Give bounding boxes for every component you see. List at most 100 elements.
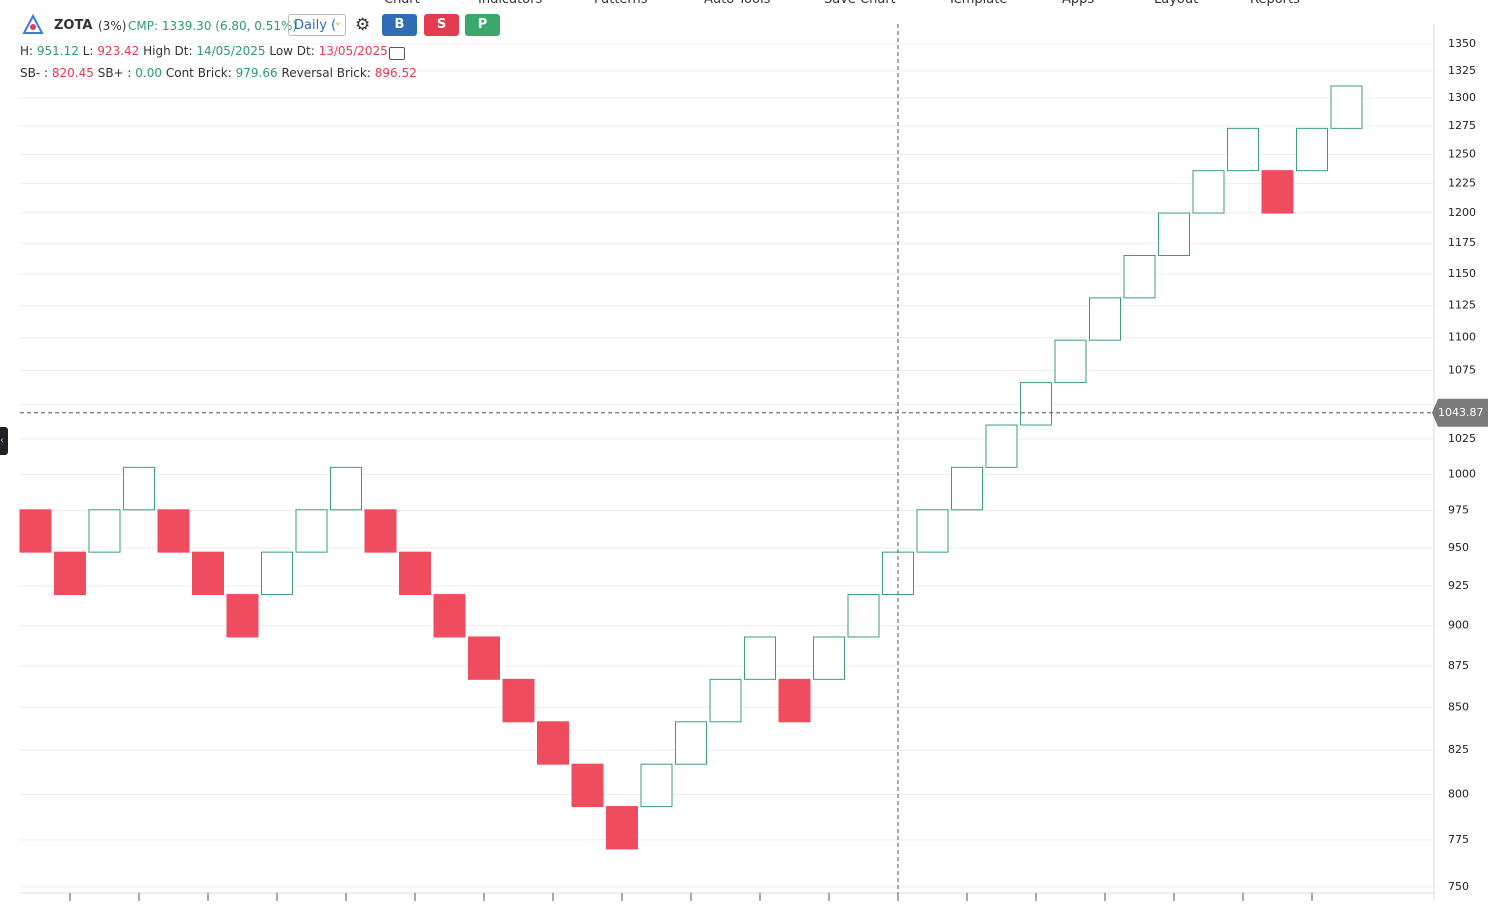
menu-item[interactable]: Apps: [1062, 0, 1094, 7]
y-tick-label: 925: [1448, 579, 1469, 592]
label: Cont Brick:: [165, 66, 232, 80]
y-tick-label: 1225: [1448, 176, 1476, 189]
sell-button[interactable]: S: [424, 14, 459, 36]
up-brick: [675, 721, 707, 765]
interval-text: Daily (: [294, 18, 337, 33]
value: 0.00: [135, 66, 163, 80]
y-tick-label: 975: [1448, 504, 1469, 517]
y-tick-label: 1075: [1448, 364, 1476, 377]
stats-line-1: H: 951.12 L: 923.42 High Dt: 14/05/2025 …: [20, 44, 388, 58]
up-brick: [985, 424, 1018, 468]
up-brick: [1158, 212, 1190, 256]
value: 923.42: [97, 44, 140, 58]
logo-icon: [22, 14, 44, 34]
y-tick-label: 750: [1448, 880, 1469, 893]
comment-icon[interactable]: [389, 47, 405, 60]
value: 951.12: [36, 44, 79, 58]
price-tag-bg: [1432, 398, 1488, 427]
up-brick: [330, 466, 362, 511]
logo: [22, 14, 44, 36]
y-tick-label: 1175: [1448, 236, 1476, 249]
menu-item[interactable]: Chart: [384, 0, 420, 7]
y-tick-label: 1325: [1448, 64, 1476, 77]
down-brick: [399, 551, 431, 596]
up-brick: [123, 466, 155, 511]
up-brick: [1123, 254, 1156, 299]
menu-item[interactable]: Layout: [1154, 0, 1198, 7]
up-brick: [1227, 127, 1259, 172]
y-tick-label: 775: [1448, 833, 1469, 846]
y-tick-label: 800: [1448, 787, 1469, 800]
value: 820.45: [51, 66, 94, 80]
y-tick-label: 1150: [1448, 267, 1476, 280]
value: 896.52: [374, 66, 417, 80]
value: 979.66: [235, 66, 278, 80]
buy-button[interactable]: B: [382, 14, 417, 36]
label: H:: [20, 44, 34, 58]
value: 13/05/2025: [318, 44, 388, 58]
y-tick-label: 1350: [1448, 37, 1476, 50]
y-tick-label: 950: [1448, 541, 1469, 554]
down-brick: [157, 509, 190, 553]
value: 14/05/2025: [196, 44, 266, 58]
y-tick-label: 825: [1448, 743, 1469, 756]
down-brick: [54, 551, 86, 596]
y-tick-label: 1250: [1448, 147, 1476, 160]
y-tick-label: 1200: [1448, 206, 1476, 219]
price-tag: 1043.87: [1438, 406, 1484, 419]
up-brick: [1020, 382, 1052, 426]
menu-item[interactable]: Template: [948, 0, 1007, 7]
settings-icon[interactable]: ⚙: [355, 15, 371, 35]
up-brick: [951, 466, 983, 511]
p-button[interactable]: P: [465, 14, 500, 36]
y-tick-label: 850: [1448, 700, 1469, 713]
down-brick: [1261, 170, 1294, 214]
up-brick: [1296, 127, 1328, 172]
interval-select[interactable]: Daily ( ⌄: [288, 14, 346, 36]
y-tick-label: 1275: [1448, 119, 1476, 132]
y-tick-label: 1025: [1448, 432, 1476, 445]
down-brick: [502, 678, 535, 723]
down-brick: [364, 509, 397, 553]
y-tick-label: 1125: [1448, 298, 1476, 311]
up-brick: [744, 636, 776, 680]
up-brick: [261, 551, 293, 596]
menu-item[interactable]: Reports: [1250, 0, 1300, 7]
up-brick: [1192, 170, 1225, 214]
symbol: ZOTA: [54, 18, 93, 33]
down-brick: [19, 509, 52, 553]
down-brick: [778, 678, 811, 723]
side-tab[interactable]: ‹: [0, 427, 8, 455]
down-brick: [606, 806, 638, 850]
y-tick-label: 900: [1448, 618, 1469, 631]
up-brick: [640, 763, 673, 808]
up-brick: [1089, 297, 1121, 341]
label: L:: [82, 44, 94, 58]
menu-item[interactable]: Patterns: [594, 0, 648, 7]
y-tick-label: 1300: [1448, 91, 1476, 104]
up-brick: [1330, 85, 1363, 129]
label: SB+ :: [97, 66, 132, 80]
label: Reversal Brick:: [281, 66, 371, 80]
dropdown-arrow: ⌄: [333, 17, 342, 28]
label: Low Dt:: [269, 44, 315, 58]
y-tick-label: 1100: [1448, 331, 1476, 344]
down-brick: [433, 594, 466, 638]
stats-line-2: SB- : 820.45 SB+ : 0.00 Cont Brick: 979.…: [20, 66, 417, 80]
brick-pct: (3%): [98, 19, 127, 33]
menu-item[interactable]: Auto Tools: [704, 0, 770, 7]
down-brick: [571, 763, 604, 808]
label: SB- :: [20, 66, 49, 80]
up-brick: [916, 509, 949, 553]
menu-item[interactable]: Save Chart: [824, 0, 896, 7]
menu-item[interactable]: Indicators: [478, 0, 542, 7]
up-brick: [847, 594, 880, 638]
up-brick: [813, 636, 845, 680]
up-brick: [709, 678, 742, 723]
y-tick-label: 1000: [1448, 467, 1476, 480]
label: High Dt:: [143, 44, 193, 58]
y-tick-label: 875: [1448, 659, 1469, 672]
up-brick: [1054, 339, 1087, 384]
